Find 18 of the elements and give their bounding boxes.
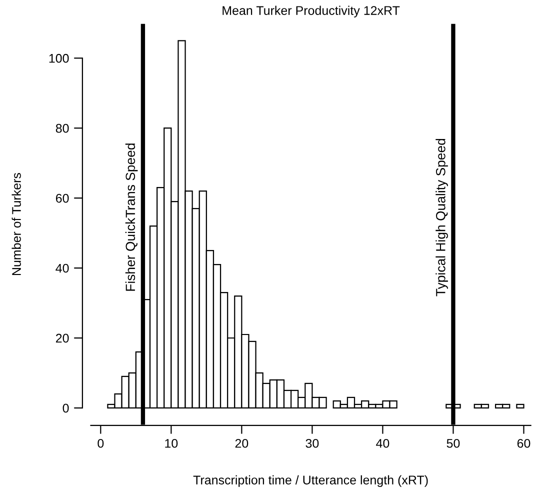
chart-title: Mean Turker Productivity 12xRT — [222, 6, 400, 18]
ref-line-label: Typical High Quality Speed — [436, 138, 448, 296]
y-tick-label: 0 — [62, 404, 69, 413]
x-tick-label: 10 — [165, 438, 178, 448]
y-tick-label: 40 — [56, 264, 69, 273]
x-tick-label: 30 — [306, 438, 319, 448]
ref-line-label: Fisher QuickTrans Speed — [125, 144, 138, 291]
y-tick-label: 80 — [56, 124, 69, 133]
x-tick-label: 0 — [98, 438, 104, 448]
x-tick-label: 60 — [517, 438, 530, 448]
x-tick-label: 20 — [235, 438, 248, 448]
y-tick-label: 60 — [56, 194, 69, 203]
x-tick-label: 50 — [446, 438, 460, 448]
x-tick-label: 40 — [376, 438, 390, 448]
x-axis-title: Transcription time / Utterance length (xRT) — [193, 475, 428, 487]
y-tick-label: 100 — [49, 54, 69, 63]
y-axis-title: Number of Turkers — [12, 172, 21, 276]
y-tick-label: 20 — [56, 334, 69, 343]
